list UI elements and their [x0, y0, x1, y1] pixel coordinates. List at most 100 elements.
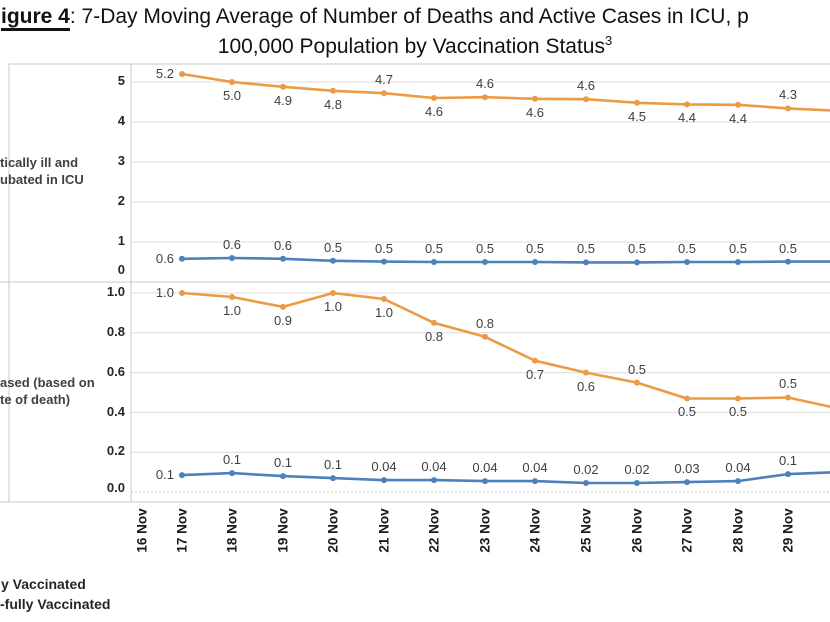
data-label: 0.5 [323, 239, 343, 255]
data-label: 0.1 [155, 467, 174, 483]
data-point [280, 83, 286, 90]
data-label: 0.04 [421, 459, 447, 475]
data-point [634, 259, 640, 266]
data-point [684, 395, 690, 402]
data-label: 4.6 [576, 78, 596, 94]
x-axis-date-label: 20 Nov [325, 507, 341, 553]
data-label: 0.5 [728, 241, 748, 256]
y-axis-tick-label: 0 [117, 262, 125, 277]
data-label: 5.2 [155, 66, 174, 81]
data-label: 0.1 [273, 455, 293, 471]
y-axis-tick-label: 3 [117, 153, 125, 168]
data-point [634, 379, 640, 386]
data-label: 0.9 [273, 312, 293, 328]
data-label: 0.03 [674, 461, 700, 477]
data-point [532, 95, 538, 102]
data-label: 4.8 [323, 96, 343, 112]
data-label: 0.04 [371, 459, 397, 475]
y-axis-tick-label: 2 [117, 193, 125, 208]
data-label: 0.5 [525, 241, 545, 256]
data-point [431, 319, 437, 326]
data-label: 0.1 [222, 452, 242, 468]
data-label: 0.5 [475, 241, 495, 256]
data-point [532, 357, 538, 364]
panel-label-icu: tically ill and ubated in ICU [0, 155, 84, 187]
footnote-marker: 3 [604, 33, 613, 48]
data-point [583, 96, 589, 103]
data-label: 4.3 [778, 87, 798, 103]
data-point [482, 259, 488, 265]
y-axis-tick-label: 1 [117, 233, 125, 248]
data-label: 0.8 [424, 328, 444, 344]
y-axis-tick-label: 0.0 [106, 480, 125, 495]
data-label: 0.04 [472, 460, 498, 476]
data-point [381, 296, 387, 302]
y-axis-tick-label: 0.2 [106, 443, 125, 458]
data-label: 0.5 [374, 240, 394, 256]
figure-title-line1: igure 4: 7-Day Moving Average of Number … [1, 5, 749, 31]
data-point [583, 369, 589, 376]
data-point [280, 473, 286, 480]
legend-item-non-fully-vaccinated: -fully Vaccinated [0, 596, 111, 612]
data-point [735, 101, 741, 108]
data-point [280, 255, 286, 262]
data-label: 0.04 [725, 460, 751, 476]
x-axis-date-label: 22 Nov [426, 507, 442, 553]
x-axis-date-label: 18 Nov [224, 507, 240, 553]
data-point [583, 259, 589, 266]
y-axis-tick-label: 0.4 [106, 404, 125, 419]
data-label: 0.7 [525, 366, 545, 382]
data-point [179, 290, 185, 296]
data-point [381, 90, 387, 97]
data-label: 1.0 [222, 302, 242, 318]
data-label: 1.0 [323, 299, 343, 314]
data-label: 0.6 [222, 237, 242, 252]
data-label: 4.9 [273, 92, 293, 108]
data-label: 0.1 [778, 453, 798, 469]
data-label: 0.5 [778, 376, 798, 392]
data-point [482, 478, 488, 485]
data-label: 0.02 [624, 462, 650, 478]
x-axis-date-label: 25 Nov [578, 507, 594, 553]
data-label: 0.5 [677, 404, 697, 420]
series-line-blue-panel2 [181, 471, 830, 485]
data-point [735, 395, 741, 402]
data-point [229, 294, 235, 300]
data-label: 0.1 [323, 457, 343, 473]
y-axis-tick-label: 5 [117, 73, 125, 88]
data-label: 0.8 [475, 315, 495, 331]
data-point [482, 94, 488, 101]
data-label: 0.5 [627, 361, 647, 377]
data-point [179, 472, 185, 479]
data-point [229, 255, 235, 261]
data-point [785, 105, 791, 112]
data-label: 0.5 [728, 404, 748, 420]
data-point [431, 95, 437, 101]
series-line-blue-panel1 [181, 256, 830, 264]
data-label: 0.5 [576, 241, 596, 257]
data-point [330, 87, 336, 94]
data-label: 0.02 [573, 462, 599, 478]
data-label: 0.6 [155, 250, 174, 266]
panel-label-deceased: ased (based on te of death) [0, 375, 95, 407]
data-point [381, 477, 387, 484]
data-point [431, 259, 437, 265]
data-label: 0.5 [424, 241, 444, 256]
x-axis-date-label: 27 Nov [679, 507, 695, 553]
y-axis-tick-label: 0.8 [106, 324, 125, 339]
data-point [684, 101, 690, 108]
data-point [684, 259, 690, 265]
data-point [482, 333, 488, 340]
data-label: 4.5 [627, 108, 647, 124]
figure-title-text: : 7-Day Moving Average of Number of Deat… [69, 5, 749, 28]
data-point [179, 255, 185, 262]
data-point [735, 478, 741, 485]
data-point [785, 471, 791, 478]
figure-number: igure 4 [1, 5, 70, 31]
data-point [735, 259, 741, 265]
series-line-orange-panel1 [181, 72, 830, 112]
x-axis-date-label: 24 Nov [527, 507, 543, 553]
data-point [785, 394, 791, 401]
data-label: 0.5 [778, 240, 798, 256]
